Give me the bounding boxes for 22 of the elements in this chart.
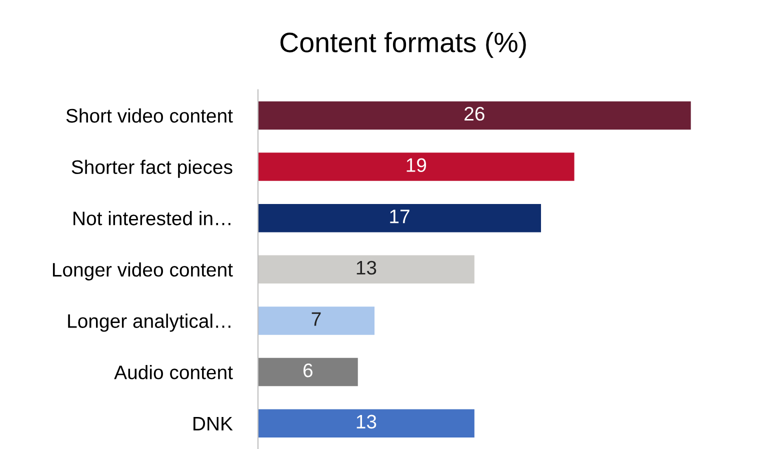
bar xyxy=(258,101,691,130)
bar xyxy=(258,204,542,232)
y-tick-label: DNK xyxy=(194,417,233,430)
data-label: 13 xyxy=(356,414,376,429)
y-tick-label: Not interested in… xyxy=(74,211,230,226)
data-label: 26 xyxy=(464,106,484,121)
y-tick-label: Longer analytical… xyxy=(68,314,230,332)
data-label: 7 xyxy=(312,312,321,326)
bar xyxy=(258,152,574,181)
data-label: 19 xyxy=(406,158,426,172)
bar xyxy=(258,306,375,335)
y-tick-label: Shorter fact pieces xyxy=(72,160,232,178)
bar xyxy=(258,409,474,438)
y-tick-label: Audio content xyxy=(114,364,233,380)
y-tick-label: Short video content xyxy=(66,108,233,123)
chart-title: Content formats (%) xyxy=(280,32,526,58)
bar xyxy=(258,255,474,284)
y-tick-label: Longer video content xyxy=(52,262,233,280)
data-label: 13 xyxy=(356,260,376,275)
bar xyxy=(258,358,358,386)
data-label: 17 xyxy=(390,210,410,224)
data-label: 6 xyxy=(304,363,312,378)
